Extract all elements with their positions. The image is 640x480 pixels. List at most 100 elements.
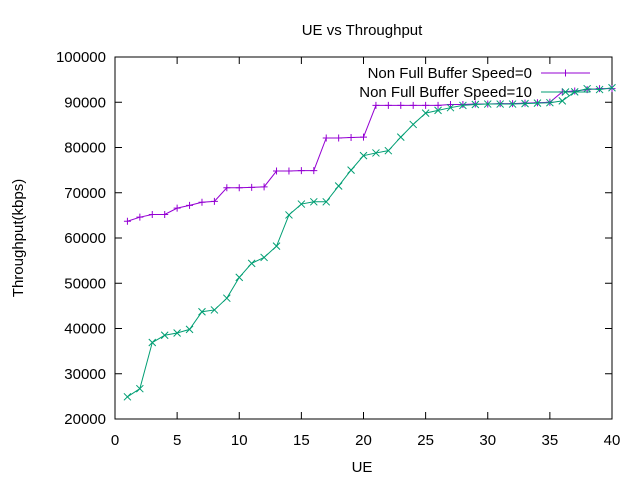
data-point <box>446 103 455 112</box>
data-point <box>508 100 517 108</box>
data-point <box>210 197 218 205</box>
data-point <box>471 100 480 109</box>
data-point <box>297 200 306 208</box>
y-tick-label: 70000 <box>64 185 106 202</box>
legend: Non Full Buffer Speed=0 Non Full Buffer S… <box>359 65 590 101</box>
data-point <box>235 273 244 282</box>
data-point <box>135 384 144 393</box>
plot-frame <box>114 56 613 420</box>
series-1 <box>123 85 616 225</box>
data-point <box>335 134 343 142</box>
data-point <box>409 120 418 129</box>
data-point <box>222 294 231 303</box>
data-point <box>360 133 367 141</box>
data-point <box>322 134 330 142</box>
data-point <box>223 184 231 192</box>
data-point <box>273 167 281 175</box>
data-point <box>272 242 281 250</box>
data-point <box>148 338 157 347</box>
data-point <box>260 253 268 262</box>
data-point <box>198 198 206 206</box>
data-point <box>446 101 454 109</box>
data-point <box>483 100 492 108</box>
data-point <box>322 197 331 206</box>
data-point <box>608 85 616 93</box>
data-point <box>334 182 343 190</box>
data-point <box>384 146 393 155</box>
data-point <box>434 106 442 115</box>
data-point <box>247 259 256 268</box>
axis-ticks: 20000 30000 40000 50000 60000 70000 80000 90000… <box>56 49 620 449</box>
data-point <box>136 213 144 221</box>
data-point <box>248 183 256 191</box>
x-tick-label: 30 <box>479 432 496 449</box>
data-point <box>186 201 194 209</box>
data-point <box>260 183 268 191</box>
y-tick-label: 80000 <box>64 140 106 157</box>
data-point <box>285 167 293 175</box>
data-point <box>608 83 616 92</box>
series-layer <box>123 83 616 401</box>
data-point <box>422 101 430 109</box>
legend-marker <box>562 69 569 77</box>
data-point <box>558 97 567 105</box>
data-point <box>396 133 405 141</box>
data-point <box>161 210 169 218</box>
data-point <box>533 99 542 108</box>
y-tick-label: 30000 <box>64 366 106 383</box>
y-tick-label: 60000 <box>64 230 106 247</box>
data-point <box>496 100 505 108</box>
data-point <box>384 101 392 109</box>
data-point <box>546 98 554 107</box>
series-2 <box>123 83 616 401</box>
data-point <box>173 204 181 212</box>
data-point <box>421 109 430 117</box>
data-point <box>459 101 467 110</box>
legend-marker <box>561 88 570 96</box>
x-axis-label: UE <box>352 459 373 476</box>
data-point <box>596 85 604 93</box>
x-tick-label: 5 <box>173 432 181 449</box>
data-point <box>347 134 355 142</box>
data-point <box>160 331 169 340</box>
data-point <box>123 217 131 225</box>
data-point <box>595 85 604 94</box>
data-point <box>347 166 355 174</box>
data-point <box>459 101 467 109</box>
x-tick-label: 0 <box>111 432 119 449</box>
data-point <box>185 325 194 334</box>
data-point <box>173 329 181 337</box>
data-point <box>359 151 368 160</box>
y-tick-label: 40000 <box>64 321 106 338</box>
y-tick-label: 50000 <box>64 275 106 292</box>
data-point <box>397 101 405 109</box>
x-tick-label: 10 <box>231 432 248 449</box>
data-point <box>372 101 380 109</box>
legend-label: Non Full Buffer Speed=0 <box>368 65 532 82</box>
y-tick-label: 100000 <box>56 49 106 66</box>
data-point <box>310 167 318 175</box>
data-point <box>434 101 442 109</box>
data-point <box>583 84 592 93</box>
chart-title: UE vs Throughput <box>302 22 423 39</box>
data-point <box>309 197 318 206</box>
y-axis-label: Throughput(kbps) <box>10 179 27 297</box>
y-tick-label: 90000 <box>64 94 106 111</box>
data-point <box>123 392 132 401</box>
data-point <box>521 99 529 108</box>
x-tick-label: 25 <box>417 432 434 449</box>
x-tick-label: 20 <box>355 432 372 449</box>
data-point <box>210 306 219 314</box>
data-point <box>297 167 305 175</box>
x-tick-label: 40 <box>604 432 621 449</box>
x-tick-label: 15 <box>293 432 310 449</box>
data-point <box>409 101 417 109</box>
data-point <box>235 184 243 192</box>
series-line <box>127 88 612 222</box>
data-point <box>285 211 293 219</box>
data-point <box>372 149 380 157</box>
series-line <box>127 87 613 398</box>
legend-label: Non Full Buffer Speed=10 <box>359 84 532 101</box>
x-tick-label: 35 <box>542 432 559 449</box>
